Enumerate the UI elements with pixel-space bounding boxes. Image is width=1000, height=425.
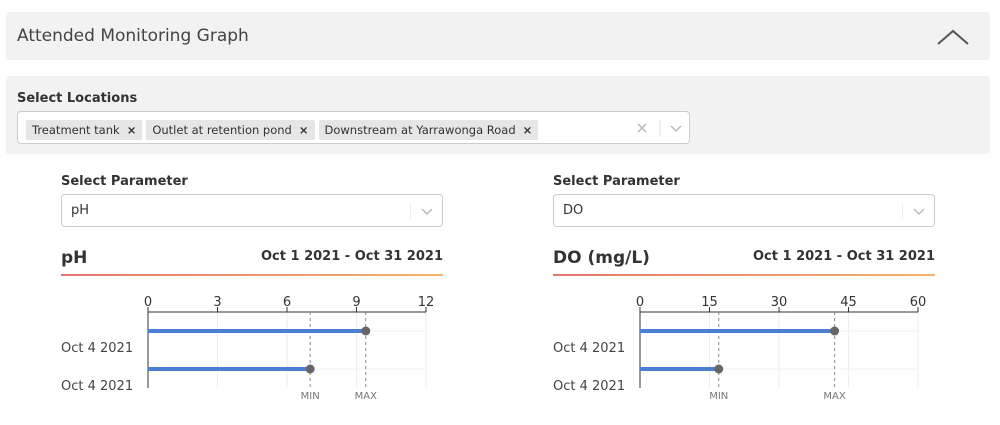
bar-end-dot [361, 326, 371, 336]
chart: 0 15 30 45 60 MIN MAX Oct 4 2021 Oct 4 2021 [553, 295, 927, 402]
x-tick-label: 45 [840, 295, 857, 310]
location-tag: Downstream at Yarrawonga Road × [318, 120, 539, 140]
collapse-icon[interactable] [936, 28, 970, 46]
x-tick-label: 60 [910, 295, 927, 310]
selected-value: DO [563, 203, 584, 218]
locations-label: Select Locations [17, 91, 138, 106]
parameter-select[interactable]: pH [61, 194, 443, 227]
parameter-select[interactable]: DO [553, 194, 935, 227]
select-controls[interactable] [633, 120, 683, 136]
chart-title: pH [61, 248, 88, 268]
location-tag: Outlet at retention pond × [146, 120, 315, 140]
x-tick-label: 6 [283, 295, 291, 310]
x-tick-label: 9 [352, 295, 360, 310]
chevron [913, 208, 925, 216]
tag-remove[interactable]: × [298, 123, 309, 137]
bar-end-dot [305, 364, 315, 374]
parameter-label: Select Parameter [553, 174, 680, 189]
reference-label: MIN [301, 391, 320, 402]
title-underline [61, 274, 443, 276]
x-tick-label: 0 [144, 295, 152, 310]
reference-label: MIN [709, 391, 728, 402]
tag-text: Outlet at retention pond [152, 123, 292, 137]
tag-remove[interactable]: × [522, 123, 533, 137]
date-range: Oct 1 2021 - Oct 31 2021 [261, 249, 443, 264]
location-tag: Treatment tank × [26, 120, 143, 140]
x-tick-label: 0 [636, 295, 644, 310]
tag-remove[interactable]: × [126, 123, 137, 137]
reference-label: MAX [355, 391, 377, 402]
x-tick-label: 12 [418, 295, 435, 310]
bar-end-dot [714, 364, 724, 374]
parameter-label: Select Parameter [61, 174, 188, 189]
y-tick-label: Oct 4 2021 [61, 379, 133, 394]
x-tick-label: 3 [213, 295, 221, 310]
x-tick-label: 15 [701, 295, 718, 310]
y-tick-label: Oct 4 2021 [553, 379, 625, 394]
select-arrow [902, 203, 925, 219]
locations-box: Select Locations Treatment tank × Outlet a… [6, 76, 990, 154]
header-bar[interactable]: Attended Monitoring Graph [6, 12, 990, 60]
x-tick-label: 30 [771, 295, 788, 310]
selected-value: pH [71, 203, 90, 218]
chart-title: DO (mg/L) [553, 248, 650, 268]
y-tick-label: Oct 4 2021 [553, 341, 625, 356]
select-arrow [410, 203, 433, 219]
title-underline [553, 274, 935, 276]
reference-label: MAX [823, 391, 845, 402]
header-title: Attended Monitoring Graph [17, 26, 249, 46]
tag-text: Downstream at Yarrawonga Road [324, 123, 516, 137]
tag-list: Treatment tank × Outlet at retention pond ×… [26, 119, 542, 140]
locations-select[interactable]: Treatment tank × Outlet at retention pond ×… [17, 111, 690, 144]
chevron [421, 208, 433, 216]
chart: 0 3 6 9 12 MIN MAX Oct 4 2021 Oct 4 2021 [61, 295, 435, 402]
tag-text: Treatment tank [32, 123, 120, 137]
bar-end-dot [830, 326, 840, 336]
y-tick-label: Oct 4 2021 [61, 341, 133, 356]
date-range: Oct 1 2021 - Oct 31 2021 [753, 249, 935, 264]
